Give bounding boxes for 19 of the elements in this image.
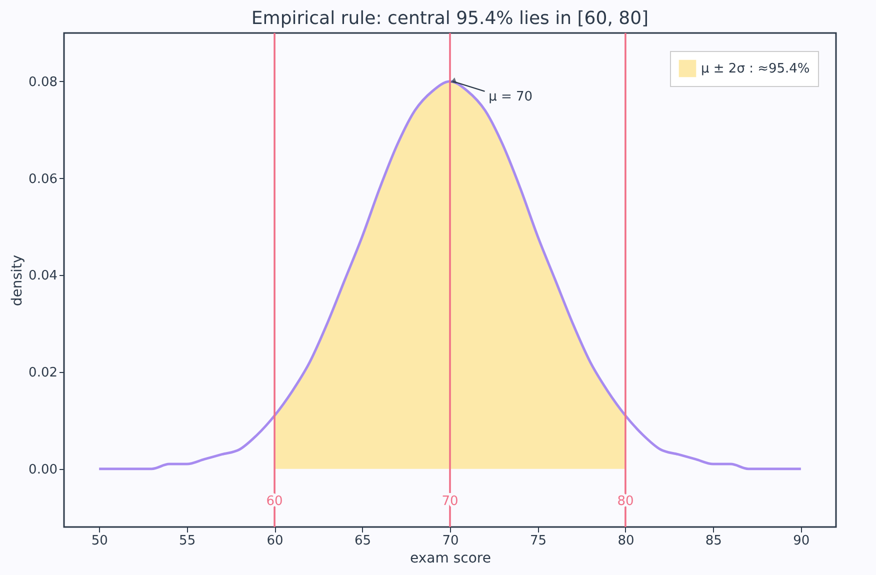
x-tick-label: 80 — [618, 534, 634, 548]
y-tick-label: 0.08 — [28, 74, 58, 90]
x-tick-label: 55 — [179, 534, 196, 548]
y-tick-label: 0.00 — [28, 462, 58, 478]
legend-label: μ ± 2σ : ≈95.4% — [701, 62, 810, 76]
x-axis-title: exam score — [410, 550, 491, 566]
x-tick-label: 70 — [442, 534, 459, 548]
chart-title: Empirical rule: central 95.4% lies in [60, 80] — [251, 8, 649, 30]
x-tick-label: 90 — [793, 534, 810, 548]
x-tick-label: 85 — [705, 534, 722, 548]
annotation: μ = 70 — [488, 89, 533, 104]
x-tick-label: 65 — [354, 534, 372, 548]
y-tick-label: 0.02 — [28, 366, 58, 381]
y-axis-title: density — [10, 254, 26, 306]
y-tick-label: 0.04 — [28, 268, 58, 284]
x-tick-label: 60 — [266, 534, 284, 548]
x-tick-label: 75 — [530, 534, 546, 548]
y-tick-label: 0.06 — [28, 172, 58, 187]
x-tick-label: 50 — [91, 534, 108, 548]
